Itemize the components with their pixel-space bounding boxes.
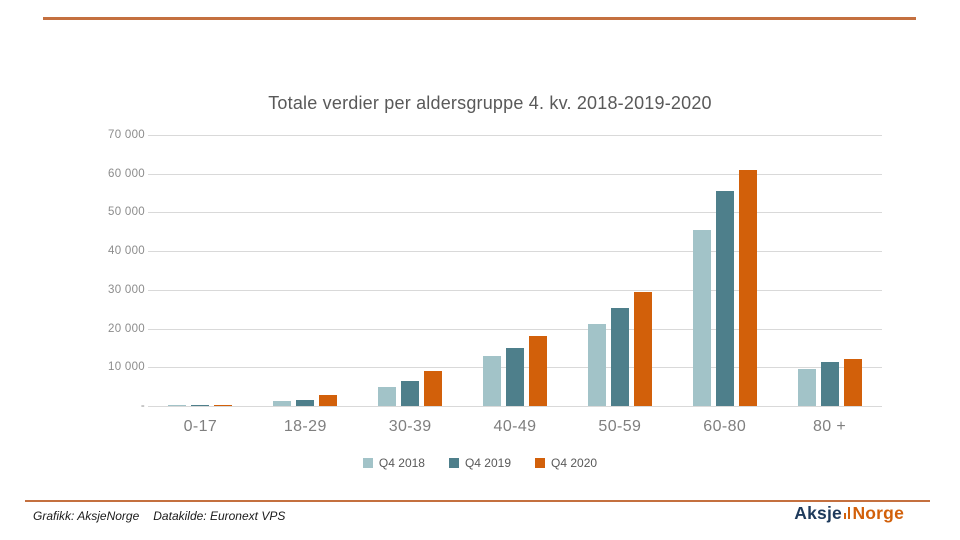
bar-q4-2020 [319,395,338,406]
legend-item: Q4 2019 [448,456,512,470]
bar-q4-2019 [715,191,734,406]
bar-q4-2020 [633,291,652,406]
x-axis-label: 0-17 [183,418,218,435]
logo-text-aksje: Aksje [794,503,842,523]
legend-label: Q4 2020 [551,456,598,470]
y-axis-tick-label: 40 000 [108,245,145,258]
bar-chart-icon [843,507,851,519]
x-axis-label: 80 + [812,418,847,435]
bar-group [148,135,253,406]
bar-q4-2019 [505,348,524,406]
x-axis-label: 60-80 [703,418,747,435]
y-axis-tick-label: 70 000 [108,129,145,141]
bar-group [777,135,882,406]
bar-q4-2020 [214,405,233,406]
data-source: Datakilde: Euronext VPS [153,509,286,523]
legend-label: Q4 2018 [378,456,425,470]
legend-item: Q4 2018 [362,456,425,470]
x-axis: 0-17 18-29 30-39 40-49 50-59 60-80 80 + [148,418,882,436]
y-axis-tick-label: 50 000 [108,206,145,219]
gridline [148,328,882,330]
bar-q4-2018 [482,356,501,406]
bar-q4-2018 [273,400,292,406]
bar-q4-2020 [424,371,443,406]
bar-q4-2020 [528,335,547,406]
bar-q4-2019 [820,362,839,406]
bar-q4-2018 [587,323,606,406]
bar-q4-2020 [843,359,862,406]
legend-label: Q4 2019 [464,456,512,470]
bar-q4-2019 [296,399,315,406]
y-axis-tick-label: 10 000 [108,361,145,374]
chart-legend: Q4 2018 Q4 2019 Q4 2020 [0,456,960,470]
x-axis-label: 30-39 [388,418,432,435]
plot-area [148,135,882,407]
logo-text-norge: Norge [852,503,904,523]
chart-title: Totale verdier per aldersgruppe 4. kv. 2… [268,93,712,113]
top-divider [43,17,916,20]
gridline [148,289,882,291]
y-axis-tick-label: 30 000 [108,283,145,296]
legend-item: Q4 2020 [535,456,597,470]
bar-group [463,135,568,406]
bar-group [253,135,358,406]
x-axis-label: 18-29 [283,418,327,435]
legend-swatch [362,458,373,468]
bar-q4-2019 [610,308,629,406]
legend-swatch [448,458,459,468]
x-axis-label: 50-59 [598,418,642,435]
bottom-divider [25,500,930,502]
bar-q4-2020 [738,169,757,406]
gridline [148,135,882,136]
gridline [148,406,882,407]
bar-q4-2018 [692,229,711,406]
y-axis-tick-label: - [140,400,145,412]
bar-q4-2018 [797,369,816,406]
y-axis-tick-label: 60 000 [108,167,145,180]
gridline [148,212,882,214]
gridline [148,251,882,253]
bar-group [358,135,463,406]
bar-q4-2018 [168,405,187,406]
x-axis-label: 40-49 [493,418,537,435]
aksjenorge-logo: Aksje Norge [794,503,904,524]
y-axis-tick-label: 20 000 [108,322,145,335]
bar-group [672,135,777,406]
bar-q4-2019 [401,381,420,406]
footer-credit: Grafikk: AksjeNorge Datakilde: Euronext V… [33,509,299,523]
bar-q4-2019 [191,405,210,406]
y-axis: 70 000 60 000 50 000 40 000 30 000 20 000 10 0… [55,0,145,460]
bar-group [567,135,672,406]
graphics-credit: Grafikk: AksjeNorge [33,509,140,523]
legend-swatch [535,458,546,468]
gridline [148,173,882,175]
bar-q4-2018 [378,386,397,406]
